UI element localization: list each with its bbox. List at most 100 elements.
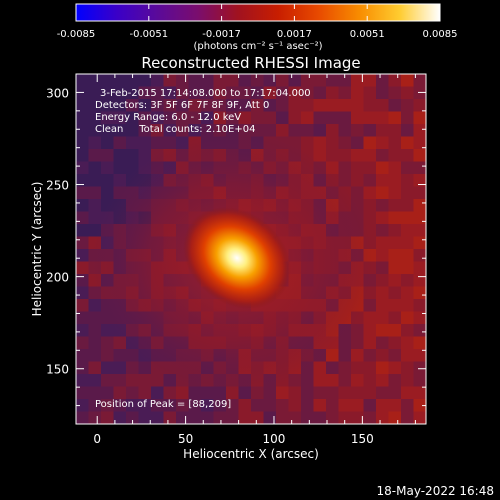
- heatmap-cell: [88, 174, 102, 188]
- heatmap-cell: [376, 74, 390, 88]
- heatmap-cell: [201, 111, 215, 125]
- heatmap-cell: [326, 86, 340, 100]
- heatmap-cell: [351, 411, 365, 424]
- heatmap-cell: [351, 186, 365, 200]
- heatmap-cell: [351, 336, 365, 350]
- heatmap-cell: [176, 74, 190, 88]
- heatmap-cell: [401, 249, 415, 263]
- heatmap-cell: [88, 136, 102, 150]
- heatmap-image: [76, 74, 426, 424]
- heatmap-cell: [401, 224, 415, 238]
- heatmap-cell: [88, 336, 102, 350]
- heatmap-cell: [126, 111, 140, 125]
- heatmap-cell: [138, 411, 152, 424]
- heatmap-cell: [376, 386, 390, 400]
- colorbar: -0.0085 -0.0051 -0.0017 0.0017 0.0051 0.0085 …: [57, 3, 458, 52]
- heatmap-cell: [388, 236, 402, 250]
- heatmap-cell: [76, 311, 90, 325]
- heatmap-cell: [238, 111, 252, 125]
- heatmap-cell: [413, 374, 426, 388]
- heatmap-cell: [401, 174, 415, 188]
- heatmap-cell: [313, 136, 327, 150]
- heatmap-cell: [301, 124, 315, 138]
- heatmap-cell: [338, 111, 352, 125]
- heatmap-cell: [313, 374, 327, 388]
- colorbar-scale: [75, 3, 441, 22]
- info-clean: Clean Total counts: 2.10E+04: [95, 124, 255, 135]
- heatmap-cell: [313, 124, 327, 138]
- heatmap-cell: [288, 386, 302, 400]
- heatmap-cell: [363, 186, 377, 200]
- heatmap-cell: [338, 74, 352, 88]
- heatmap-cell: [388, 211, 402, 225]
- heatmap-cell: [351, 361, 365, 375]
- heatmap-cell: [113, 386, 127, 400]
- heatmap-cell: [176, 411, 190, 424]
- heatmap-cell: [388, 286, 402, 300]
- footer-date: 18-May-2022 16:48: [377, 484, 494, 498]
- heatmap-cell: [401, 336, 415, 350]
- heatmap-cell: [263, 86, 277, 100]
- heatmap-cell: [76, 236, 90, 250]
- heatmap-cell: [401, 374, 415, 388]
- heatmap-cell: [138, 386, 152, 400]
- heatmap-cell: [76, 174, 90, 188]
- heatmap-cell: [388, 274, 402, 288]
- heatmap-cell: [113, 124, 127, 138]
- heatmap-cell: [301, 74, 315, 88]
- heatmap-cell: [363, 361, 377, 375]
- heatmap-cell: [388, 324, 402, 338]
- heatmap-cell: [376, 274, 390, 288]
- heatmap-cell: [388, 74, 402, 88]
- heatmap-cell: [238, 86, 252, 100]
- heatmap-cell: [326, 411, 340, 424]
- heatmap-cell: [151, 111, 165, 125]
- heatmap-cell: [151, 86, 165, 100]
- heatmap-cell: [163, 86, 177, 100]
- heatmap-cell: [263, 386, 277, 400]
- heatmap-cell: [76, 249, 90, 263]
- heatmap-cell: [338, 149, 352, 163]
- heatmap-cell: [413, 349, 426, 363]
- heatmap-cell: [326, 124, 340, 138]
- heatmap-cell: [88, 311, 102, 325]
- heatmap-cell: [338, 399, 352, 413]
- heatmap-cell: [176, 99, 190, 113]
- heatmap-cell: [376, 124, 390, 138]
- heatmap-cell: [163, 99, 177, 113]
- heatmap-cell: [401, 186, 415, 200]
- plot-title: Reconstructed RHESSI Image: [141, 54, 360, 72]
- heatmap-cell: [326, 111, 340, 125]
- heatmap-cell: [276, 386, 290, 400]
- heatmap-cell: [413, 286, 426, 300]
- heatmap-cell: [101, 149, 115, 163]
- heatmap-cell: [363, 99, 377, 113]
- heatmap-cell: [126, 411, 140, 424]
- heatmap-cell: [76, 336, 90, 350]
- heatmap-cell: [413, 124, 426, 138]
- heatmap-cell: [88, 99, 102, 113]
- heatmap-cell: [276, 399, 290, 413]
- heatmap-cell: [76, 86, 90, 100]
- heatmap-cell: [238, 411, 252, 424]
- heatmap-cell: [413, 186, 426, 200]
- heatmap-cell: [388, 361, 402, 375]
- colorbar-tick-label: 0.0051: [350, 29, 385, 40]
- heatmap-cell: [101, 361, 115, 375]
- heatmap-cell: [76, 261, 90, 275]
- heatmap-cell: [88, 374, 102, 388]
- heatmap-cell: [363, 174, 377, 188]
- heatmap-cell: [176, 111, 190, 125]
- heatmap-cell: [401, 399, 415, 413]
- heatmap-cell: [126, 374, 140, 388]
- heatmap-cell: [76, 299, 90, 313]
- heatmap-cell: [376, 249, 390, 263]
- y-tick-label: 200: [46, 271, 69, 285]
- heatmap-cell: [101, 349, 115, 363]
- heatmap-cell: [101, 399, 115, 413]
- heatmap-cell: [401, 99, 415, 113]
- heatmap-cell: [126, 149, 140, 163]
- colorbar-unit: (photons cm⁻² s⁻¹ asec⁻²): [193, 41, 322, 52]
- heatmap-cell: [401, 236, 415, 250]
